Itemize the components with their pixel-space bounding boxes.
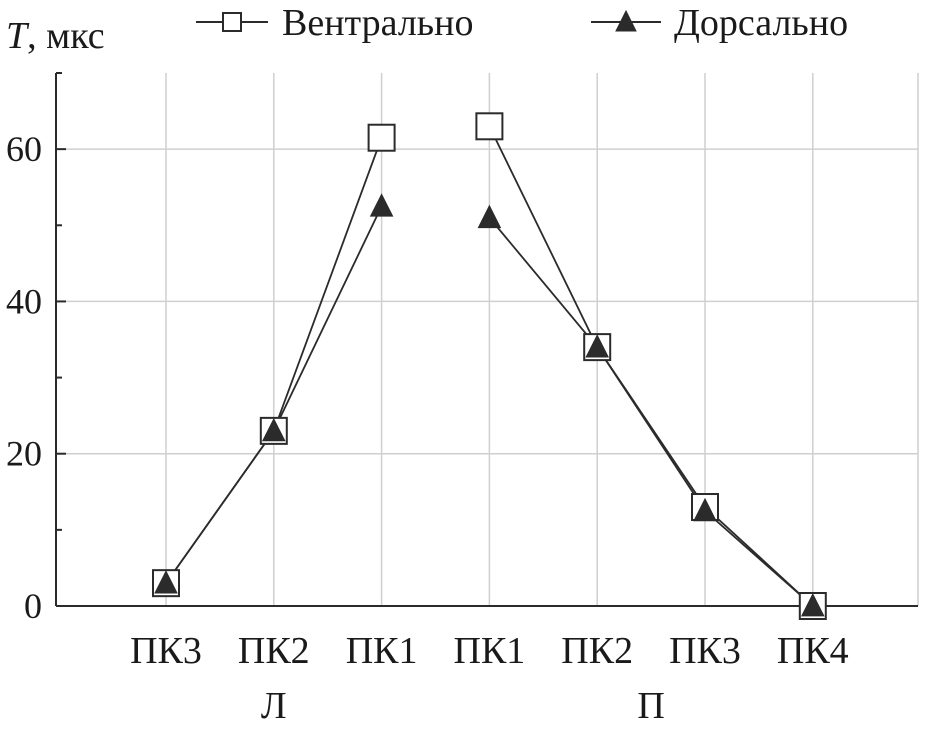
legend-label: Дорсально bbox=[674, 2, 848, 44]
marker-triangle bbox=[261, 417, 286, 442]
marker-triangle bbox=[800, 592, 825, 617]
series-markers bbox=[154, 193, 825, 617]
legend: Вентрально Дорсально bbox=[196, 2, 848, 44]
y-axis-label-variable: T bbox=[6, 15, 30, 57]
marker-triangle bbox=[615, 9, 637, 32]
y-tick-label: 0 bbox=[24, 586, 42, 626]
marker-triangle bbox=[585, 334, 610, 358]
y-tick-label: 40 bbox=[6, 281, 42, 321]
x-category-label: ПК4 bbox=[777, 630, 849, 672]
y-axis-label-unit: , мкс bbox=[27, 15, 104, 57]
marker-triangle bbox=[477, 204, 502, 229]
marker-triangle bbox=[693, 497, 717, 522]
series-line bbox=[488, 217, 814, 607]
marker-square bbox=[367, 123, 396, 152]
y-tick-label: 60 bbox=[6, 129, 42, 169]
x-category-label: ПК2 bbox=[561, 630, 633, 672]
marker-square bbox=[475, 112, 504, 141]
legend-label: Вентрально bbox=[282, 2, 473, 44]
series-line bbox=[488, 125, 814, 607]
x-category-label: ПК3 bbox=[130, 630, 202, 672]
y-tick-labels: 0 20 40 60 bbox=[6, 129, 42, 626]
legend-item: Дорсально bbox=[591, 2, 848, 44]
marker-square bbox=[222, 12, 242, 32]
x-group-label: П bbox=[637, 685, 664, 727]
x-category-label: ПК2 bbox=[238, 630, 310, 672]
axes bbox=[55, 72, 918, 607]
x-category-label: ПК1 bbox=[346, 630, 418, 672]
grid-lines bbox=[56, 73, 919, 606]
legend-item: Вентрально bbox=[196, 2, 473, 44]
x-category-label: ПК3 bbox=[669, 630, 741, 672]
x-category-labels: ПК3 ПК2 ПК1 ПК1 ПК2 ПК3 ПК4 bbox=[130, 630, 849, 672]
x-category-label: ПК1 bbox=[454, 630, 526, 672]
y-tick-label: 20 bbox=[6, 434, 42, 474]
marker-triangle bbox=[369, 193, 394, 217]
marker-triangle bbox=[154, 570, 178, 594]
series-lines bbox=[152, 112, 827, 620]
x-group-label: Л bbox=[261, 685, 287, 727]
y-axis-label: T, мкс bbox=[6, 15, 105, 57]
